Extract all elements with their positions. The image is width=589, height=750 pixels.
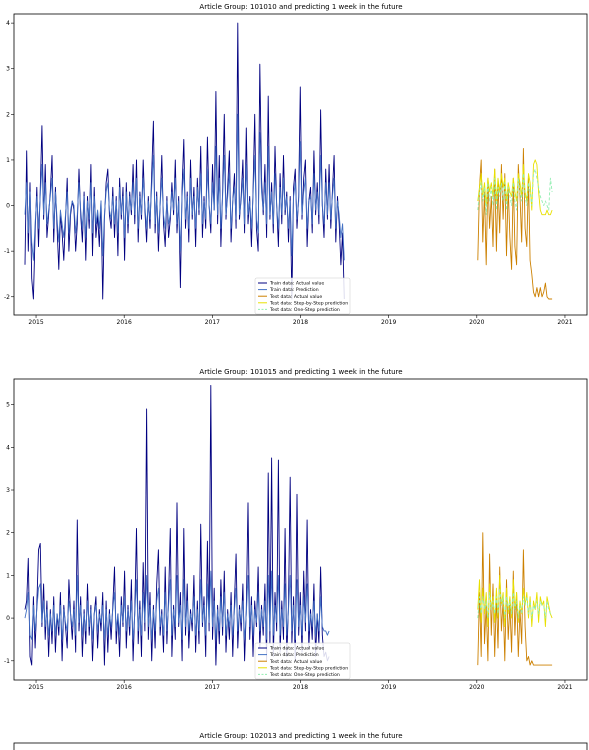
- legend-label: Train data: Actual value: [269, 646, 324, 652]
- y-tick-label: 4: [6, 444, 10, 451]
- chart-article-group-101010: Article Group: 101010 and predicting 1 w…: [4, 3, 588, 326]
- legend-box: [254, 642, 351, 680]
- x-tick-label: 2021: [557, 684, 572, 691]
- x-tick-label: 2016: [117, 319, 132, 326]
- x-tick-label: 2015: [28, 319, 43, 326]
- series-line-train-data-actual-value: [24, 384, 330, 666]
- series-line-test-data-one-step-prediction: [477, 587, 553, 619]
- y-tick-label: -1: [4, 248, 10, 255]
- x-tick-label: 2017: [205, 684, 220, 691]
- legend-label: Test data: Step-by-Step prediction: [269, 300, 348, 306]
- series-line-train-data-prediction: [24, 113, 345, 261]
- plot-frame: [13, 13, 588, 316]
- y-tick-label: 4: [6, 20, 10, 27]
- y-tick-label: 1: [6, 157, 10, 164]
- legend-label: Test data: Actual value: [269, 659, 322, 665]
- y-tick-label: 0: [6, 615, 10, 622]
- x-tick-label: 2020: [469, 684, 484, 691]
- x-tick-label: 2019: [381, 319, 396, 326]
- series-line-train-data-prediction: [24, 570, 330, 640]
- y-tick-label: 3: [6, 66, 10, 73]
- x-tick-label: 2021: [557, 319, 572, 326]
- y-tick-label: 2: [6, 530, 10, 537]
- y-tick-label: 3: [6, 487, 10, 494]
- legend-box: [254, 277, 351, 315]
- y-tick-label: 2: [6, 111, 10, 118]
- legend-label: Train data: Actual value: [269, 281, 324, 287]
- chart-title: Article Group: 101015 and predicting 1 w…: [199, 368, 402, 376]
- series-line-test-data-actual-value: [477, 532, 553, 666]
- legend-label: Train data: Prediction: [269, 652, 319, 658]
- series-line-test-data-step-by-step-prediction: [477, 159, 553, 216]
- legend-label: Test data: Step-by-Step prediction: [269, 665, 348, 671]
- legend-label: Test data: One-Step prediction: [269, 307, 340, 313]
- legend-label: Train data: Prediction: [269, 287, 319, 293]
- series-line-test-data-one-step-prediction: [477, 168, 553, 216]
- x-tick-label: 2018: [293, 684, 308, 691]
- x-tick-label: 2018: [293, 319, 308, 326]
- x-tick-label: 2015: [28, 684, 43, 691]
- y-tick-label: -2: [4, 294, 10, 301]
- y-tick-label: 1: [6, 572, 10, 579]
- series-line-test-data-actual-value: [477, 148, 553, 300]
- plot-frame: [13, 378, 588, 681]
- legend-label: Test data: One-Step prediction: [269, 672, 340, 678]
- legend-label: Test data: Actual value: [269, 294, 322, 300]
- y-tick-label: -1: [4, 658, 10, 665]
- chart-article-group-101015: Article Group: 101015 and predicting 1 w…: [4, 368, 588, 691]
- chart-title: Article Group: 101010 and predicting 1 w…: [199, 3, 402, 11]
- x-tick-label: 2020: [469, 319, 484, 326]
- plot-frame: [13, 742, 588, 750]
- x-tick-label: 2017: [205, 319, 220, 326]
- y-tick-label: 5: [6, 402, 10, 409]
- x-tick-label: 2016: [117, 684, 132, 691]
- chart-article-group-102013: Article Group: 102013 and predicting 1 w…: [13, 732, 588, 750]
- x-tick-label: 2019: [381, 684, 396, 691]
- chart-title: Article Group: 102013 and predicting 1 w…: [199, 732, 402, 740]
- y-tick-label: 0: [6, 203, 10, 210]
